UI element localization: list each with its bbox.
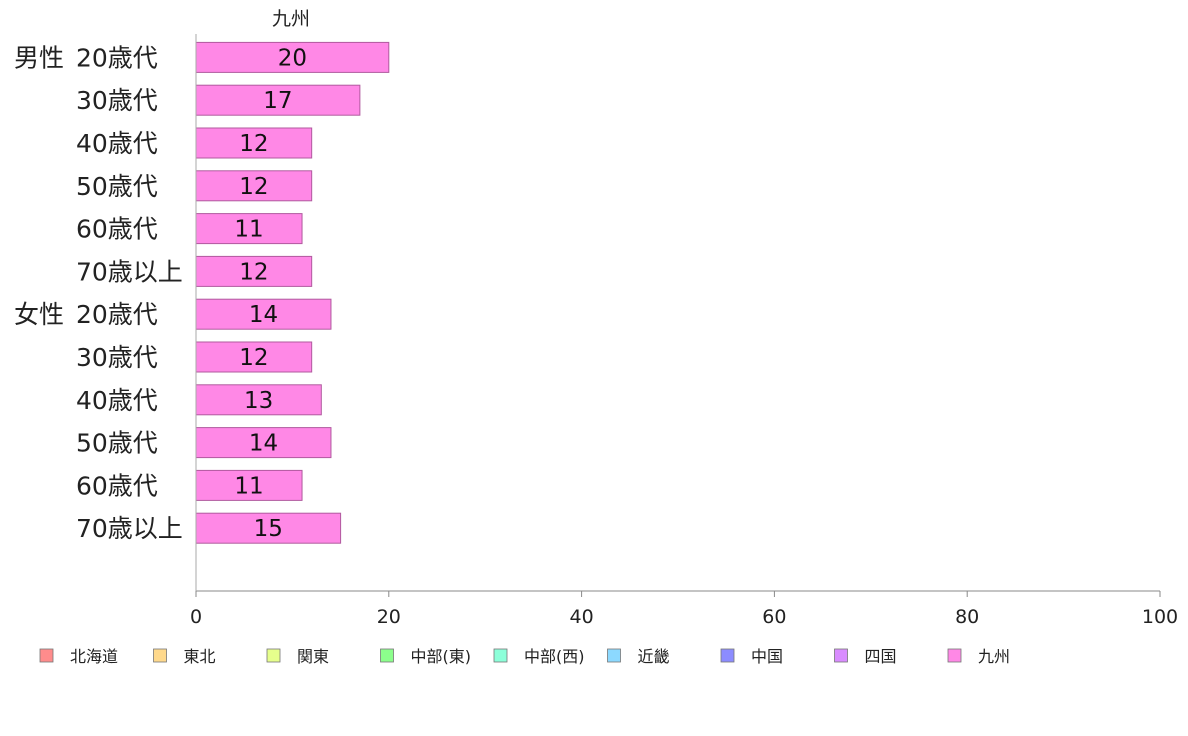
bar-value-label: 11: [234, 217, 263, 243]
x-tick-label: 60: [762, 606, 786, 628]
legend-swatch: [39, 648, 54, 663]
legend-label: 中部(東): [411, 647, 472, 666]
bar: [195, 41, 390, 73]
legend-label: 北海道: [70, 647, 118, 666]
category-label: 40歳代: [76, 129, 158, 158]
bar-value-label: 17: [263, 88, 292, 114]
x-axis: 0 20 40 60 80 100: [190, 34, 1178, 628]
legend-swatch: [607, 648, 621, 663]
category-label: 40歳代: [76, 386, 158, 415]
category-label: 20歳代: [76, 300, 158, 329]
legend-label: 中国: [751, 647, 783, 666]
legend-label: 東北: [184, 647, 216, 666]
x-tick-label: 0: [190, 606, 202, 628]
series-title: 九州: [272, 8, 310, 30]
category-label: 70歳以上: [76, 514, 183, 543]
bar: [195, 512, 342, 544]
legend-swatch: [266, 648, 281, 663]
category-label: 50歳代: [76, 172, 158, 201]
legend-swatch: [834, 648, 848, 663]
bar-value-label: 15: [254, 516, 283, 542]
legend-label: 関東: [297, 647, 329, 666]
category-label: 30歳代: [76, 86, 158, 115]
bars-layer: 20 17 12 12 11 12 14 12 13 14 11 15: [195, 41, 390, 544]
legend-swatch: [380, 648, 394, 663]
legend-swatch: [947, 648, 962, 663]
x-tick-label: 80: [955, 606, 979, 628]
bar-value-label: 13: [244, 388, 273, 414]
legend-label: 九州: [978, 647, 1010, 666]
bar: [195, 170, 313, 202]
bar: [195, 213, 303, 245]
x-tick-label: 100: [1142, 606, 1178, 628]
bar-value-label: 12: [239, 174, 268, 200]
bar-value-label: 12: [239, 131, 268, 157]
category-labels: 20歳代男性30歳代40歳代50歳代60歳代70歳以上20歳代女性30歳代40歳…: [14, 43, 183, 543]
bar-value-label: 12: [239, 259, 268, 285]
legend-label: 中部(西): [524, 647, 585, 666]
legend-label: 四国: [865, 647, 897, 666]
bar: [195, 84, 361, 116]
legend-swatch: [153, 648, 167, 663]
bar: [195, 427, 332, 459]
category-label: 50歳代: [76, 429, 158, 458]
category-label: 70歳以上: [76, 257, 183, 286]
group-label: 男性: [14, 43, 64, 72]
legend-swatch: [493, 648, 508, 663]
bar-value-label: 14: [249, 302, 278, 328]
legend-swatch: [720, 648, 735, 663]
category-label: 60歳代: [76, 215, 158, 244]
bar-value-label: 12: [239, 345, 268, 371]
x-tick-label: 40: [570, 606, 594, 628]
category-label: 20歳代: [76, 43, 158, 72]
bar: [195, 298, 332, 330]
bar-value-label: 14: [249, 431, 278, 457]
category-label: 60歳代: [76, 471, 158, 500]
legend-label: 近畿: [638, 647, 670, 666]
category-label: 30歳代: [76, 343, 158, 372]
bar: [195, 469, 303, 501]
bar-value-label: 20: [278, 45, 307, 71]
bar: [195, 127, 313, 159]
bar-value-label: 11: [234, 473, 263, 499]
x-tick-label: 20: [377, 606, 401, 628]
legend: 北海道 東北 関東 中部(東) 中部(西) 近畿 中国 四国 九州: [39, 647, 1010, 666]
group-label: 女性: [14, 300, 64, 329]
